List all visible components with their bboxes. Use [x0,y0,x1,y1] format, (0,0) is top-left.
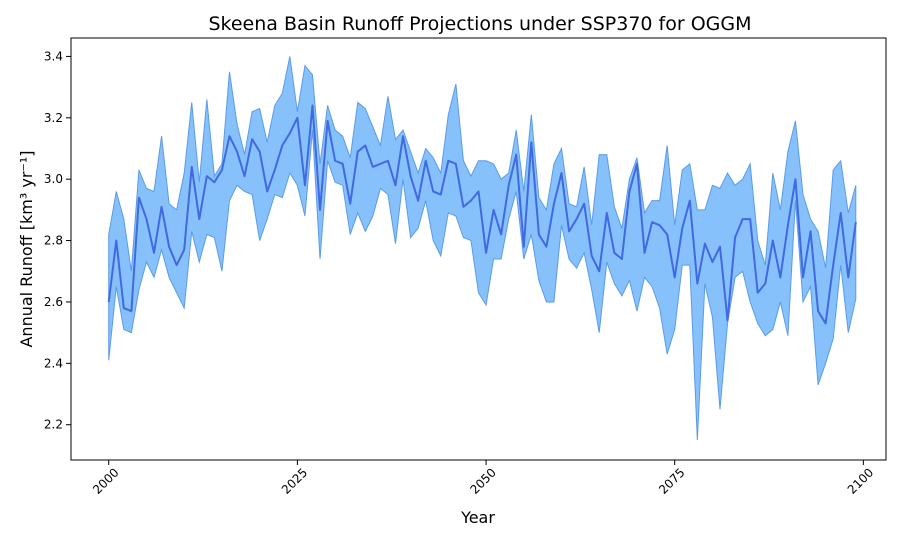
mean-runoff-line [107,104,857,325]
x-tick-label: 2100 [845,465,876,496]
y-tick-label: 3.2 [44,111,63,125]
x-tick-label: 2000 [90,465,121,496]
y-tick-label: 2.8 [44,234,63,248]
y-axis-ticks: 2.2 2.4 2.6 2.8 3.0 3.2 3.4 [44,49,71,432]
y-tick-label: 2.2 [44,418,63,432]
chart-title: Skeena Basin Runoff Projections under SS… [208,13,751,35]
plot-area [107,56,857,441]
uncertainty-band [108,56,857,441]
y-axis-label: Annual Runoff [km³ yr⁻¹] [17,150,36,347]
y-tick-label: 3.0 [44,172,63,186]
x-axis-label: Year [460,508,495,527]
x-tick-label: 2025 [279,465,310,496]
y-tick-label: 2.6 [44,295,63,309]
y-tick-label: 2.4 [44,356,63,370]
y-tick-label: 3.4 [44,49,63,63]
x-axis-ticks: 2000 2025 2050 2075 2100 [90,460,876,497]
plot-frame [70,37,887,461]
x-tick-label: 2075 [656,465,687,496]
x-tick-label: 2050 [467,465,498,496]
